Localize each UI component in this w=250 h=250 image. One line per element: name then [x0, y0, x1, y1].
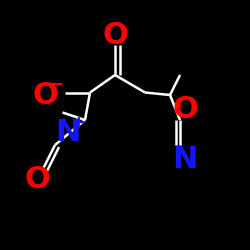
Text: N: N	[172, 146, 198, 174]
Text: O: O	[102, 20, 128, 50]
Text: O: O	[32, 80, 58, 110]
Text: O: O	[172, 96, 198, 124]
Text: N: N	[55, 118, 80, 147]
Text: +: +	[71, 114, 86, 132]
Text: O: O	[24, 166, 50, 194]
Text: −: −	[48, 76, 64, 94]
